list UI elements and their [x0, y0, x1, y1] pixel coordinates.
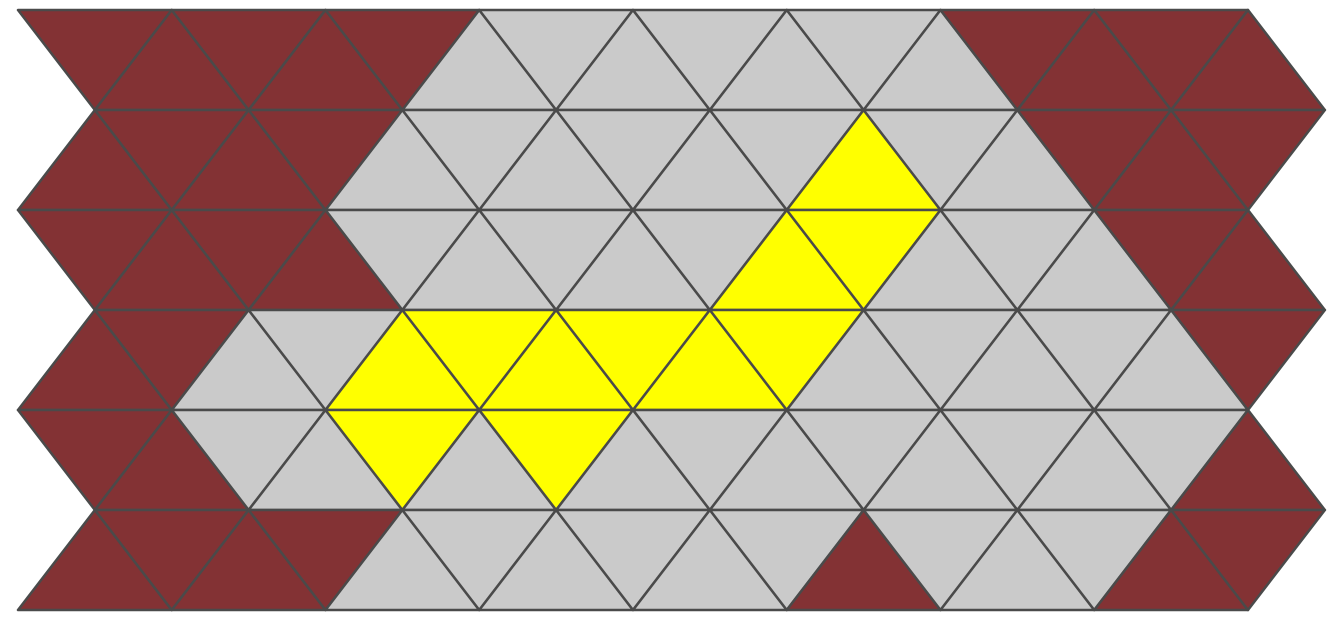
blocked-cell[interactable] [1169, 108, 1327, 212]
blocked-cell[interactable] [1169, 308, 1327, 412]
blocked-cell[interactable] [1169, 508, 1327, 612]
